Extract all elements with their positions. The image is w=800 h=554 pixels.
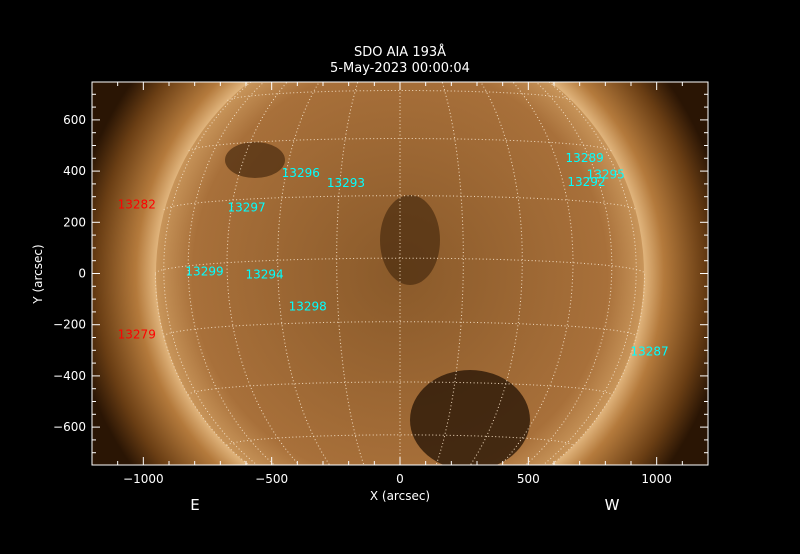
x-tick-label: −500 [255, 472, 288, 486]
latitude-line [339, 34, 462, 37]
active-region-label: 13296 [282, 166, 320, 180]
x-tick-label: 0 [396, 472, 404, 486]
active-region-label: 13287 [630, 344, 668, 358]
solar-image [92, 34, 708, 509]
chart-subtitle: 5-May-2023 00:00:04 [330, 61, 470, 76]
active-region-label: 13299 [185, 264, 223, 278]
active-region-label: 13294 [245, 268, 283, 282]
active-region-label: 13298 [289, 300, 327, 314]
y-tick-label: 200 [63, 215, 86, 229]
longitude-line [542, 82, 637, 465]
active-region-label: 13282 [118, 198, 156, 212]
active-region-label: 13293 [327, 176, 365, 190]
y-tick-label: 600 [63, 113, 86, 127]
active-region-label: 13279 [118, 327, 156, 341]
chart-title: SDO AIA 193Å [354, 44, 446, 60]
y-tick-label: −200 [53, 318, 86, 332]
y-tick-label: −600 [53, 420, 86, 434]
y-axis-label: Y (arcsec) [31, 244, 45, 304]
active-region-label: 13297 [228, 201, 266, 215]
x-tick-label: 500 [517, 472, 540, 486]
active-region-label: 13289 [566, 151, 604, 165]
active-region-label: 13295 [587, 168, 625, 182]
x-tick-label: −1000 [123, 472, 164, 486]
longitude-line [163, 82, 258, 465]
active-region-label: 13292 [567, 175, 605, 189]
y-tick-label: 400 [63, 164, 86, 178]
latitude-line [337, 505, 464, 509]
x-axis-label: X (arcsec) [370, 489, 430, 503]
y-tick-label: −400 [53, 369, 86, 383]
latitude-line [227, 90, 573, 101]
x-tick-label: 1000 [641, 472, 672, 486]
heliographic-grid [154, 34, 646, 509]
y-tick-label: 0 [78, 267, 86, 281]
west-label: W [605, 496, 620, 514]
latitude-line [163, 195, 637, 211]
east-label: E [190, 496, 199, 514]
